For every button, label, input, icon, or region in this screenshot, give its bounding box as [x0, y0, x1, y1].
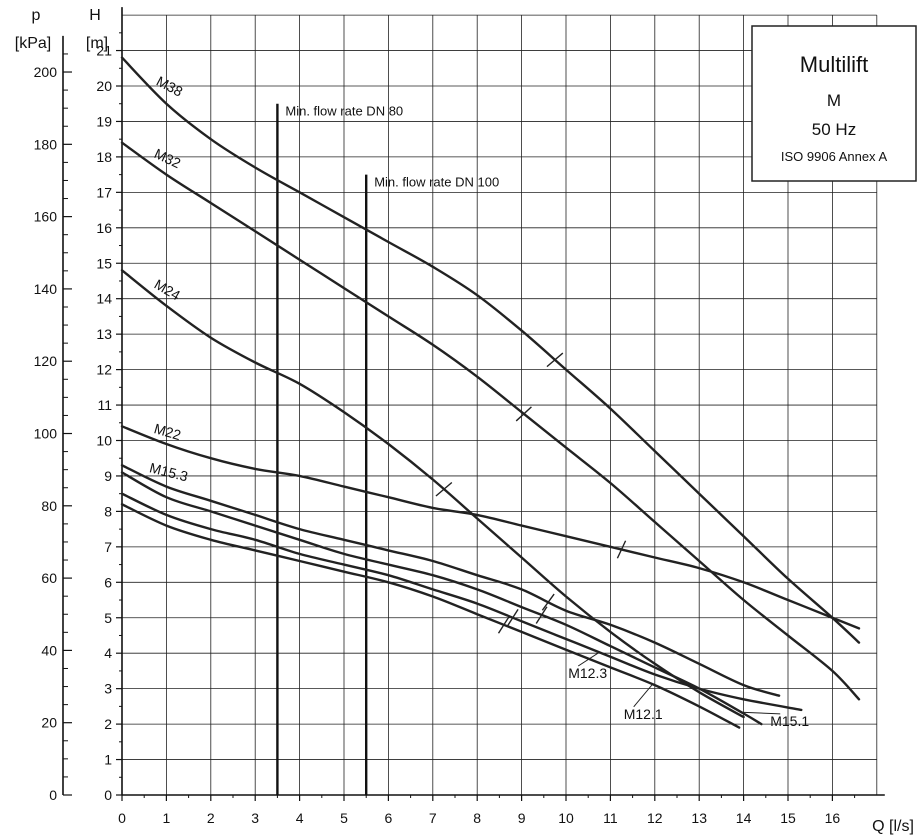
- h-tick-label: 12: [96, 362, 112, 378]
- h-tick-label: 1: [104, 752, 112, 768]
- h-tick-label: 5: [104, 610, 112, 626]
- min-flow-label: Min. flow rate DN 80: [285, 104, 403, 119]
- best-efficiency-tick: [497, 616, 510, 634]
- h-tick-label: 2: [104, 716, 112, 732]
- y-axis-unit: [m]: [86, 35, 108, 52]
- curve-m24: [120, 269, 745, 719]
- curve-label-m12-3: M12.3: [568, 665, 607, 681]
- pump-curves: [120, 56, 861, 729]
- curve-m15-3: [120, 464, 781, 697]
- h-tick-label: 7: [104, 539, 112, 555]
- min-flow-label: Min. flow rate DN 100: [374, 175, 499, 190]
- curve-label-m15-1: M15.1: [770, 713, 809, 729]
- info-box: Multilift M 50 Hz ISO 9906 Annex A: [751, 25, 917, 182]
- axis-ticks: 0 1 2 3 4 5 6 7 8 9 10 11 12 13 14 15 160123456789101112…: [34, 32, 856, 826]
- p-tick-label: 60: [41, 570, 57, 586]
- best-efficiency-tick: [616, 540, 627, 559]
- x-tick-label: 0: [118, 810, 126, 826]
- callout-line: [741, 711, 781, 715]
- h-tick-label: 11: [97, 397, 112, 413]
- best-efficiency-tick: [546, 352, 564, 368]
- h-tick-label: 13: [96, 326, 112, 342]
- x-tick-label: 8: [473, 810, 481, 826]
- h-tick-label: 14: [96, 291, 112, 307]
- h-tick-label: 15: [96, 255, 112, 271]
- info-box-frequency: 50 Hz: [812, 120, 856, 139]
- p-tick-label: 40: [41, 642, 57, 658]
- curve-m32: [120, 141, 861, 701]
- best-efficiency-tick: [535, 606, 548, 624]
- x-axis-title: Q [l/s]: [872, 818, 914, 835]
- p-tick-label: 80: [41, 498, 57, 514]
- h-tick-label: 20: [96, 78, 112, 94]
- curve-m38: [120, 56, 861, 644]
- h-tick-label: 9: [104, 468, 112, 484]
- p-tick-label: 200: [34, 64, 58, 80]
- p-tick-label: 120: [34, 353, 58, 369]
- x-tick-label: 15: [780, 810, 796, 826]
- y-axis-title: H: [89, 7, 101, 24]
- curve-m22: [120, 425, 861, 630]
- x-tick-label: 16: [825, 810, 841, 826]
- x-tick-label: 3: [251, 810, 259, 826]
- p-tick-label: 140: [34, 281, 58, 297]
- x-tick-label: 11: [603, 810, 618, 826]
- p-tick-label: 20: [41, 715, 57, 731]
- min-flow-annotations: Min. flow rate DN 80 Min. flow rate DN 10…: [276, 103, 499, 795]
- best-efficiency-tick: [515, 406, 532, 422]
- h-tick-label: 16: [96, 220, 112, 236]
- x-tick-label: 1: [163, 810, 171, 826]
- info-box-title: Multilift: [800, 52, 868, 77]
- h-tick-label: 10: [96, 433, 112, 449]
- p-axis-unit: [kPa]: [15, 35, 51, 52]
- h-tick-label: 3: [104, 681, 112, 697]
- curve-m15-1: [120, 471, 763, 726]
- info-box-frame: [751, 25, 917, 182]
- x-tick-label: 10: [558, 810, 574, 826]
- p-tick-label: 100: [34, 426, 58, 442]
- best-efficiency-tick: [506, 609, 519, 627]
- h-tick-label: 0: [104, 787, 112, 803]
- h-tick-label: 4: [104, 645, 112, 661]
- x-tick-label: 6: [385, 810, 393, 826]
- h-tick-label: 17: [96, 184, 112, 200]
- curve-m12-3: [120, 492, 803, 712]
- h-tick-label: 18: [96, 149, 112, 165]
- info-box-subtitle: M: [827, 91, 841, 110]
- h-tick-label: 8: [104, 503, 112, 519]
- x-tick-label: 7: [429, 810, 437, 826]
- x-tick-label: 14: [736, 810, 752, 826]
- x-tick-label: 4: [296, 810, 304, 826]
- p-axis-title: p: [32, 7, 41, 24]
- curve-m12-1: [120, 503, 741, 729]
- x-tick-label: 5: [340, 810, 348, 826]
- x-tick-label: 9: [518, 810, 526, 826]
- h-tick-label: 6: [104, 574, 112, 590]
- x-tick-label: 12: [647, 810, 663, 826]
- p-tick-label: 180: [34, 136, 58, 152]
- best-efficiency-tick: [435, 481, 453, 497]
- p-tick-label: 160: [34, 209, 58, 225]
- callout-line: [633, 683, 653, 708]
- curve-label-m12-1: M12.1: [624, 706, 663, 722]
- p-tick-label: 0: [49, 787, 57, 803]
- h-tick-label: 19: [96, 113, 112, 129]
- callout-line: [577, 651, 600, 667]
- x-tick-label: 13: [691, 810, 707, 826]
- curve-label-m22: M22: [152, 420, 183, 443]
- x-tick-label: 2: [207, 810, 215, 826]
- info-box-standard: ISO 9906 Annex A: [781, 149, 888, 164]
- best-efficiency-tick: [541, 593, 555, 611]
- h-tick-label: 21: [96, 43, 112, 59]
